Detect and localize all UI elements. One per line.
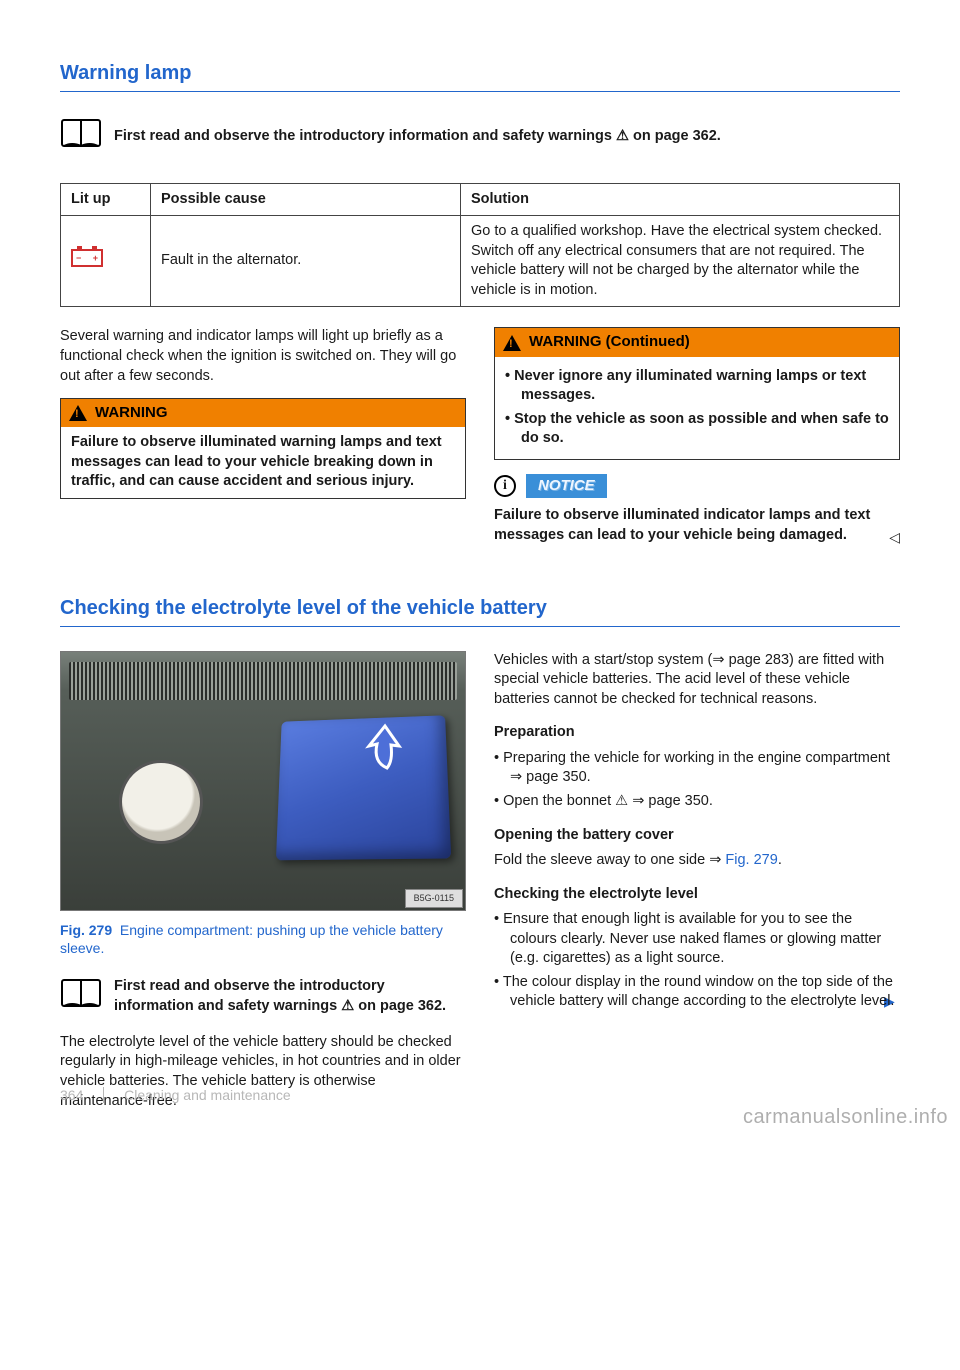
warning-cont-item: Stop the vehicle as soon as possible and… <box>505 410 889 449</box>
prep-item: Open the bonnet ⚠ ⇒ page 350. <box>494 792 900 812</box>
warning-cont-title: WARNING (Continued) <box>529 332 690 352</box>
check-item: Ensure that enough light is available fo… <box>494 910 900 969</box>
warning-body: Failure to observe illuminated warning l… <box>61 427 465 498</box>
warning-header: WARNING <box>61 399 465 427</box>
check-item: The colour display in the round window o… <box>494 973 900 1012</box>
subhead-opening-cover: Opening the battery cover <box>494 826 900 846</box>
notice-badge: NOTICE <box>526 474 607 498</box>
figure-tag: B5G-0115 <box>405 889 463 907</box>
warning-cont-item: Never ignore any illuminated warning lam… <box>505 367 889 406</box>
intro-text: First read and observe the introductory … <box>114 127 721 147</box>
figure-caption: Fig. 279 Engine compartment: pushing up … <box>60 921 466 959</box>
intro-row: First read and observe the introductory … <box>60 116 900 157</box>
fig-279-link[interactable]: Fig. 279 <box>725 852 777 868</box>
th-lit: Lit up <box>61 183 151 216</box>
para-fold-sleeve: Fold the sleeve away to one side ⇒ Fig. … <box>494 851 900 871</box>
td-solution: Go to a qualified workshop. Have the ele… <box>461 216 900 307</box>
notice-block: i NOTICE Failure to observe illuminated … <box>494 474 900 545</box>
warning-triangle-icon <box>69 405 87 421</box>
prep-item: Preparing the vehicle for working in the… <box>494 749 900 788</box>
td-icon: −+ <box>61 216 151 307</box>
warning-box: WARNING Failure to observe illuminated w… <box>60 398 466 499</box>
warning-triangle-icon <box>503 335 521 351</box>
section-end-mark: ◁ <box>889 528 900 547</box>
intro-text-2: First read and observe the introductory … <box>114 977 466 1016</box>
chapter-name: Cleaning and maintenance <box>124 1087 291 1103</box>
page-number: 364 <box>60 1087 83 1103</box>
page-footer: 364 Cleaning and maintenance <box>60 1086 291 1105</box>
para-functional-check: Several warning and indicator lamps will… <box>60 327 466 386</box>
subhead-checking-level: Checking the electrolyte level <box>494 885 900 905</box>
warning-continued-box: WARNING (Continued) Never ignore any ill… <box>494 327 900 460</box>
book-icon <box>60 976 102 1017</box>
warning-table: Lit up Possible cause Solution −+ Fault … <box>60 183 900 308</box>
section-heading-warning-lamp: Warning lamp <box>60 60 900 92</box>
th-cause: Possible cause <box>151 183 461 216</box>
arrow-up-icon <box>359 720 417 778</box>
book-icon <box>60 116 102 157</box>
watermark: carmanualsonline.info <box>743 1104 948 1131</box>
para-startstop: Vehicles with a start/stop system (⇒ pag… <box>494 651 900 710</box>
warning-cont-header: WARNING (Continued) <box>495 328 899 356</box>
td-cause: Fault in the alternator. <box>151 216 461 307</box>
subhead-preparation: Preparation <box>494 723 900 743</box>
th-solution: Solution <box>461 183 900 216</box>
warning-title: WARNING <box>95 403 168 423</box>
figure-279-image: B5G-0115 <box>60 651 466 911</box>
section-heading-electrolyte: Checking the electrolyte level of the ve… <box>60 595 900 627</box>
battery-warning-icon: −+ <box>71 249 103 267</box>
notice-body: Failure to observe illuminated indicator… <box>494 507 870 543</box>
info-icon: i <box>494 475 516 497</box>
